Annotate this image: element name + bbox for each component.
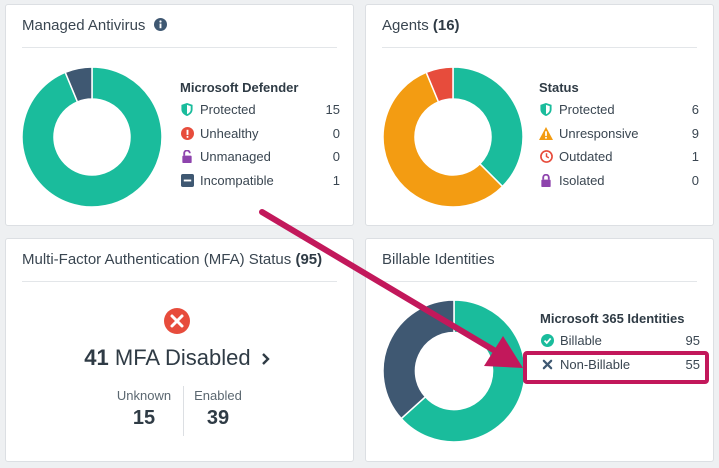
mfa-disabled-link[interactable]: 41 MFA Disabled [0, 345, 355, 372]
title-divider [22, 281, 337, 282]
legend-item-incompatible[interactable]: Incompatible 1 [180, 169, 340, 193]
billable-identities-title: Billable Identities [382, 251, 495, 268]
mfa-status-title: Multi-Factor Authentication (MFA) Status… [22, 251, 323, 268]
mfa-count: (95) [295, 251, 323, 268]
shield-icon [180, 103, 194, 117]
exclamation-circle-icon [180, 126, 194, 140]
legend-item-outdated[interactable]: Outdated 1 [539, 145, 699, 169]
title-divider [382, 281, 697, 282]
legend-item-protected[interactable]: Protected 6 [539, 98, 699, 122]
legend-title: Microsoft Defender [180, 80, 299, 95]
x-icon [540, 357, 554, 371]
legend-item-protected[interactable]: Protected 15 [180, 98, 340, 122]
managed-antivirus-card: Managed Antivirus Microsoft Defender Pro… [5, 4, 354, 226]
stat-divider [183, 386, 184, 436]
legend-item-unmanaged[interactable]: Unmanaged 0 [180, 145, 340, 169]
mfa-disabled-label: MFA Disabled [114, 345, 251, 370]
mfa-disabled-count: 41 [84, 345, 109, 370]
minus-square-icon [180, 173, 194, 187]
billable-highlight-box [523, 351, 709, 384]
legend-item-isolated[interactable]: Isolated 0 [539, 169, 699, 193]
shield-icon [539, 103, 553, 117]
billable-identities-card: Billable Identities Microsoft 365 Identi… [365, 238, 714, 462]
agents-slice-protected[interactable] [452, 67, 523, 188]
agents-donut-chart[interactable] [383, 67, 523, 207]
agents-title: Agents (16) [382, 17, 460, 34]
error-circle-icon [162, 306, 192, 341]
clock-icon [539, 150, 553, 164]
antivirus-slice-incompatible[interactable] [64, 67, 93, 103]
legend-item-unresponsive[interactable]: Unresponsive 9 [539, 122, 699, 146]
legend-item-non-billable[interactable]: Non-Billable 55 [540, 353, 700, 377]
legend-title: Status [539, 80, 579, 95]
billable-donut-chart[interactable] [383, 300, 525, 442]
antivirus-donut-chart[interactable] [22, 67, 162, 207]
warning-icon [539, 126, 553, 140]
agents-legend: Status Protected 6 Unresponsive 9 Outdat… [539, 78, 699, 192]
mfa-unknown-stat[interactable]: Unknown 15 [116, 388, 172, 429]
agents-slice-unresponsive[interactable] [383, 71, 504, 207]
antivirus-legend: Microsoft Defender Protected 15 Unhealth… [180, 78, 340, 192]
unlock-icon [180, 150, 194, 164]
title-divider [382, 47, 697, 48]
billable-slice-non-billable[interactable] [383, 300, 455, 420]
agents-slice-outdated[interactable] [425, 67, 454, 103]
legend-item-billable[interactable]: Billable 95 [540, 329, 700, 353]
lock-icon [539, 173, 553, 187]
legend-item-unhealthy[interactable]: Unhealthy 0 [180, 122, 340, 146]
billable-legend: Microsoft 365 Identities Billable 95 Non… [540, 309, 700, 376]
legend-title: Microsoft 365 Identities [540, 311, 685, 326]
info-icon[interactable] [153, 17, 167, 35]
agents-card: Agents (16) Status Protected 6 Unrespons… [365, 4, 714, 226]
title-divider [22, 47, 337, 48]
managed-antivirus-title: Managed Antivirus [22, 17, 167, 35]
mfa-enabled-stat[interactable]: Enabled 39 [194, 388, 242, 429]
check-circle-icon [540, 334, 554, 348]
agents-count: (16) [432, 17, 460, 34]
chevron-right-icon [261, 346, 271, 372]
antivirus-slice-protected[interactable] [22, 67, 162, 207]
